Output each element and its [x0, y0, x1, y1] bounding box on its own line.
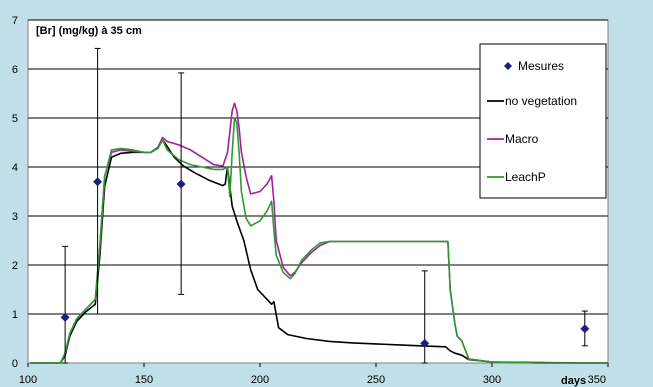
legend-marker: [504, 62, 512, 70]
y-tick-label: 0: [12, 358, 18, 370]
legend-box: [479, 43, 607, 199]
x-axis-ticks: 100 150 200 250 300 350: [19, 363, 609, 386]
y-tick-label: 6: [12, 64, 18, 76]
y-axis-label: [Br] (mg/kg) à 35 cm: [36, 25, 142, 37]
measurement-point: [420, 338, 430, 348]
y-tick-label: 1: [12, 309, 18, 321]
x-tick-label: 100: [19, 374, 37, 386]
measurement-point: [580, 324, 590, 334]
y-tick-label: 4: [12, 162, 18, 174]
y-tick-label: 3: [12, 211, 18, 223]
measurement-point: [93, 177, 103, 187]
x-tick-label: 250: [367, 374, 385, 386]
legend-label: Mesures: [518, 59, 564, 73]
legend: Mesures no vegetation Macro LeachP: [479, 43, 607, 199]
x-tick-label: 300: [483, 374, 501, 386]
y-axis-ticks: 0 1 2 3 4 5 6 7: [12, 15, 18, 370]
series-line-leachp: [30, 117, 608, 364]
x-tick-label: 150: [135, 374, 153, 386]
y-tick-label: 5: [12, 113, 18, 125]
measurement-markers: [60, 177, 590, 348]
measurement-point: [60, 312, 70, 322]
x-tick-label: 350: [588, 374, 606, 386]
legend-label: no vegetation: [505, 94, 577, 108]
series-lines: [30, 102, 608, 364]
x-tick-label: 200: [251, 374, 269, 386]
legend-label: LeachP: [505, 170, 546, 184]
y-tick-label: 2: [12, 260, 18, 272]
y-tick-label: 7: [12, 15, 18, 27]
measurement-point: [176, 179, 186, 189]
legend-label: Macro: [505, 132, 539, 146]
x-axis-label: days: [561, 375, 586, 387]
